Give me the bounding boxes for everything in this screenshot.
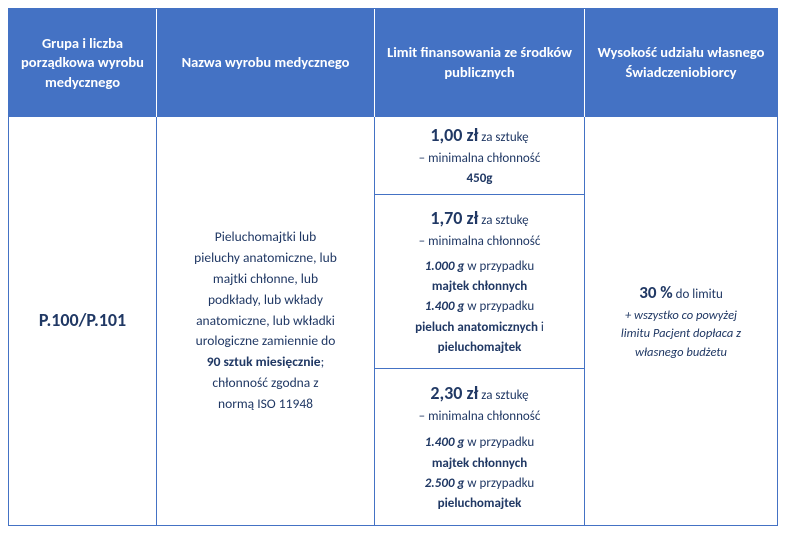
product-line: majtek chłonnych [432, 455, 527, 473]
body-limit: 1,00 zł za sztukę – minimalna chłonność … [375, 117, 585, 525]
share-note: + wszystko co powyżej [625, 308, 737, 325]
case-text: w przypadku [464, 299, 534, 314]
price-per: za sztukę [478, 213, 528, 228]
g-val: 1.000 g [425, 259, 465, 274]
case-line: 1.000 g w przypadku [425, 258, 535, 276]
min-line: – minimalna chłonność [419, 233, 541, 251]
price-value: 2,30 zł [430, 382, 478, 404]
g-val: 1.400 g [425, 299, 465, 314]
price-line: 1,00 zł za sztukę [430, 123, 528, 148]
desc-line: majtki chłonne, lub [213, 270, 318, 289]
share-note: limitu Pacjent dopłaca z [621, 326, 741, 343]
product-line: majtek chłonnych [432, 278, 527, 296]
price-per: za sztukę [478, 130, 528, 145]
min-line: – minimalna chłonność [419, 408, 541, 426]
price-line: 1,70 zł za sztukę [430, 206, 528, 231]
g-line: 450g [467, 170, 493, 188]
desc-line: Pieluchomajtki lub [215, 228, 316, 247]
product-bold: pieluch anatomicznych [415, 320, 538, 335]
pct-line: 30 % do limitu [639, 281, 723, 305]
case-text: w przypadku [464, 435, 534, 450]
header-limit: Limit finansowania ze środków publicznyc… [375, 9, 585, 117]
pct-value: 30 % [639, 282, 672, 303]
body-name: Pieluchomajtki lub pieluchy anatomiczne,… [157, 117, 375, 525]
desc-line: chłonność zgodna z [212, 374, 318, 393]
price-line: 2,30 zł za sztukę [430, 381, 528, 406]
min-line: – minimalna chłonność [419, 150, 541, 168]
pricing-table: Grupa i liczba porządkowa wyrobu medyczn… [8, 8, 778, 526]
case-line: 1.400 g w przypadku [425, 434, 535, 452]
g-val: 1.400 g [425, 435, 465, 450]
body-share: 30 % do limitu + wszystko co powyżej lim… [585, 117, 777, 525]
g-val: 2.500 g [425, 476, 465, 491]
cell-share: 30 % do limitu + wszystko co powyżej lim… [585, 117, 777, 525]
price-per: za sztukę [478, 388, 528, 403]
pct-tolimit: do limitu [673, 287, 723, 302]
case-text: w przypadku [464, 259, 534, 274]
desc-line: normą ISO 11948 [218, 395, 313, 414]
desc-text: ; [321, 353, 325, 370]
desc-line: pieluchy anatomiczne, lub [194, 249, 337, 268]
product-line: pieluchomajtek [438, 495, 522, 513]
desc-line: urologiczne zamiennie do [196, 332, 336, 351]
case-text: w przypadku [464, 476, 534, 491]
cell-code: P.100/P.101 [9, 117, 156, 525]
product-line: pieluch anatomicznych i [415, 319, 544, 337]
col-share: Wysokość udziału własnego Świadczeniobio… [585, 9, 777, 525]
header-share: Wysokość udziału własnego Świadczeniobio… [585, 9, 777, 117]
price-value: 1,00 zł [430, 124, 478, 146]
desc-line: podkłady, lub wkłady [208, 291, 323, 310]
limit-tier-3: 2,30 zł za sztukę – minimalna chłonność … [375, 369, 584, 525]
desc-line: anatomiczne, lub wkładki [196, 312, 335, 331]
product-line: pieluchomajtek [438, 339, 522, 357]
limit-tier-2: 1,70 zł za sztukę – minimalna chłonność … [375, 195, 584, 369]
cell-desc: Pieluchomajtki lub pieluchy anatomiczne,… [157, 117, 374, 525]
header-name: Nazwa wyrobu medycznego [157, 9, 375, 117]
limit-tier-1: 1,00 zł za sztukę – minimalna chłonność … [375, 117, 584, 195]
price-value: 1,70 zł [430, 207, 478, 229]
product-conj: i [538, 320, 544, 335]
body-group: P.100/P.101 [9, 117, 157, 525]
col-group: Grupa i liczba porządkowa wyrobu medyczn… [9, 9, 157, 525]
share-note: własnego budżetu [635, 345, 727, 362]
case-line: 1.400 g w przypadku [425, 298, 535, 316]
product-code: P.100/P.101 [39, 308, 126, 333]
case-line: 2.500 g w przypadku [425, 475, 535, 493]
header-group: Grupa i liczba porządkowa wyrobu medyczn… [9, 9, 157, 117]
col-limit: Limit finansowania ze środków publicznyc… [375, 9, 585, 525]
desc-bold: 90 sztuk miesięcznie [207, 353, 321, 370]
col-name: Nazwa wyrobu medycznego Pieluchomajtki l… [157, 9, 375, 525]
desc-line: 90 sztuk miesięcznie; [207, 353, 324, 372]
